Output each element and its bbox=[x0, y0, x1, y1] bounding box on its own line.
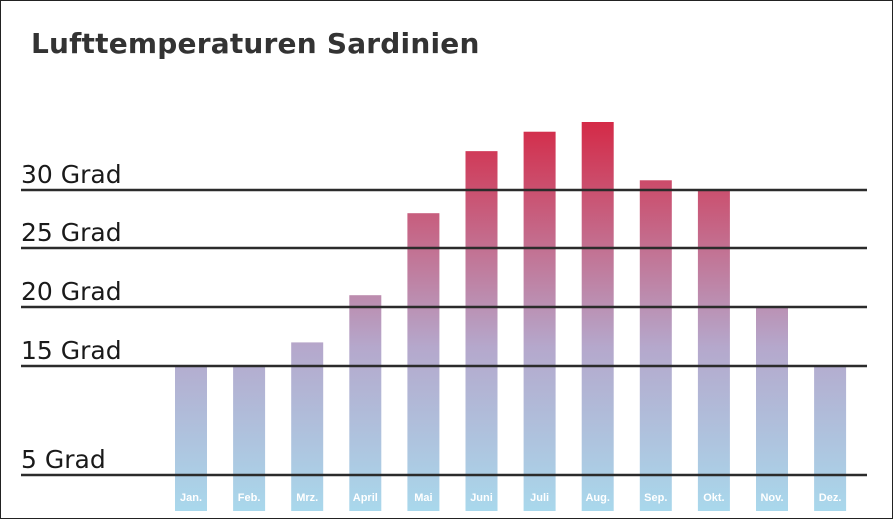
bar-juli bbox=[523, 131, 556, 511]
x-axis-label-mai: Mai bbox=[414, 492, 432, 504]
bar-juni bbox=[465, 151, 498, 511]
x-axis-label-okt: Okt. bbox=[703, 492, 724, 504]
y-axis-label-15: 15 Grad bbox=[21, 336, 122, 365]
x-axis-label-april: April bbox=[353, 492, 378, 504]
bar-mai bbox=[407, 213, 440, 511]
bar-aug bbox=[581, 122, 614, 511]
bar-april bbox=[349, 295, 382, 511]
x-axis-label-feb: Feb. bbox=[238, 492, 261, 504]
bar-okt bbox=[697, 190, 730, 511]
x-axis-label-dez: Dez. bbox=[819, 492, 842, 504]
x-axis-label-juli: Juli bbox=[530, 492, 549, 504]
y-axis-label-25: 25 Grad bbox=[21, 218, 122, 247]
x-axis-label-mrz: Mrz. bbox=[296, 492, 318, 504]
bar-dez bbox=[814, 366, 847, 511]
y-axis-label-30: 30 Grad bbox=[21, 160, 122, 189]
bar-mrz bbox=[291, 342, 324, 511]
bar-sep bbox=[639, 180, 672, 512]
bar-jan bbox=[175, 366, 207, 511]
bar-feb bbox=[233, 366, 266, 511]
chart-title: Lufttemperaturen Sardinien bbox=[31, 27, 480, 60]
y-axis-label-20: 20 Grad bbox=[21, 277, 122, 306]
x-axis-label-jan: Jan. bbox=[180, 492, 202, 504]
x-axis-label-nov: Nov. bbox=[760, 492, 783, 504]
y-axis-label-5: 5 Grad bbox=[21, 445, 106, 474]
x-axis-label-juni: Juni bbox=[470, 492, 493, 504]
x-axis-label-aug: Aug. bbox=[585, 492, 609, 504]
x-axis-label-sep: Sep. bbox=[644, 492, 667, 504]
bar-nov bbox=[756, 307, 788, 511]
